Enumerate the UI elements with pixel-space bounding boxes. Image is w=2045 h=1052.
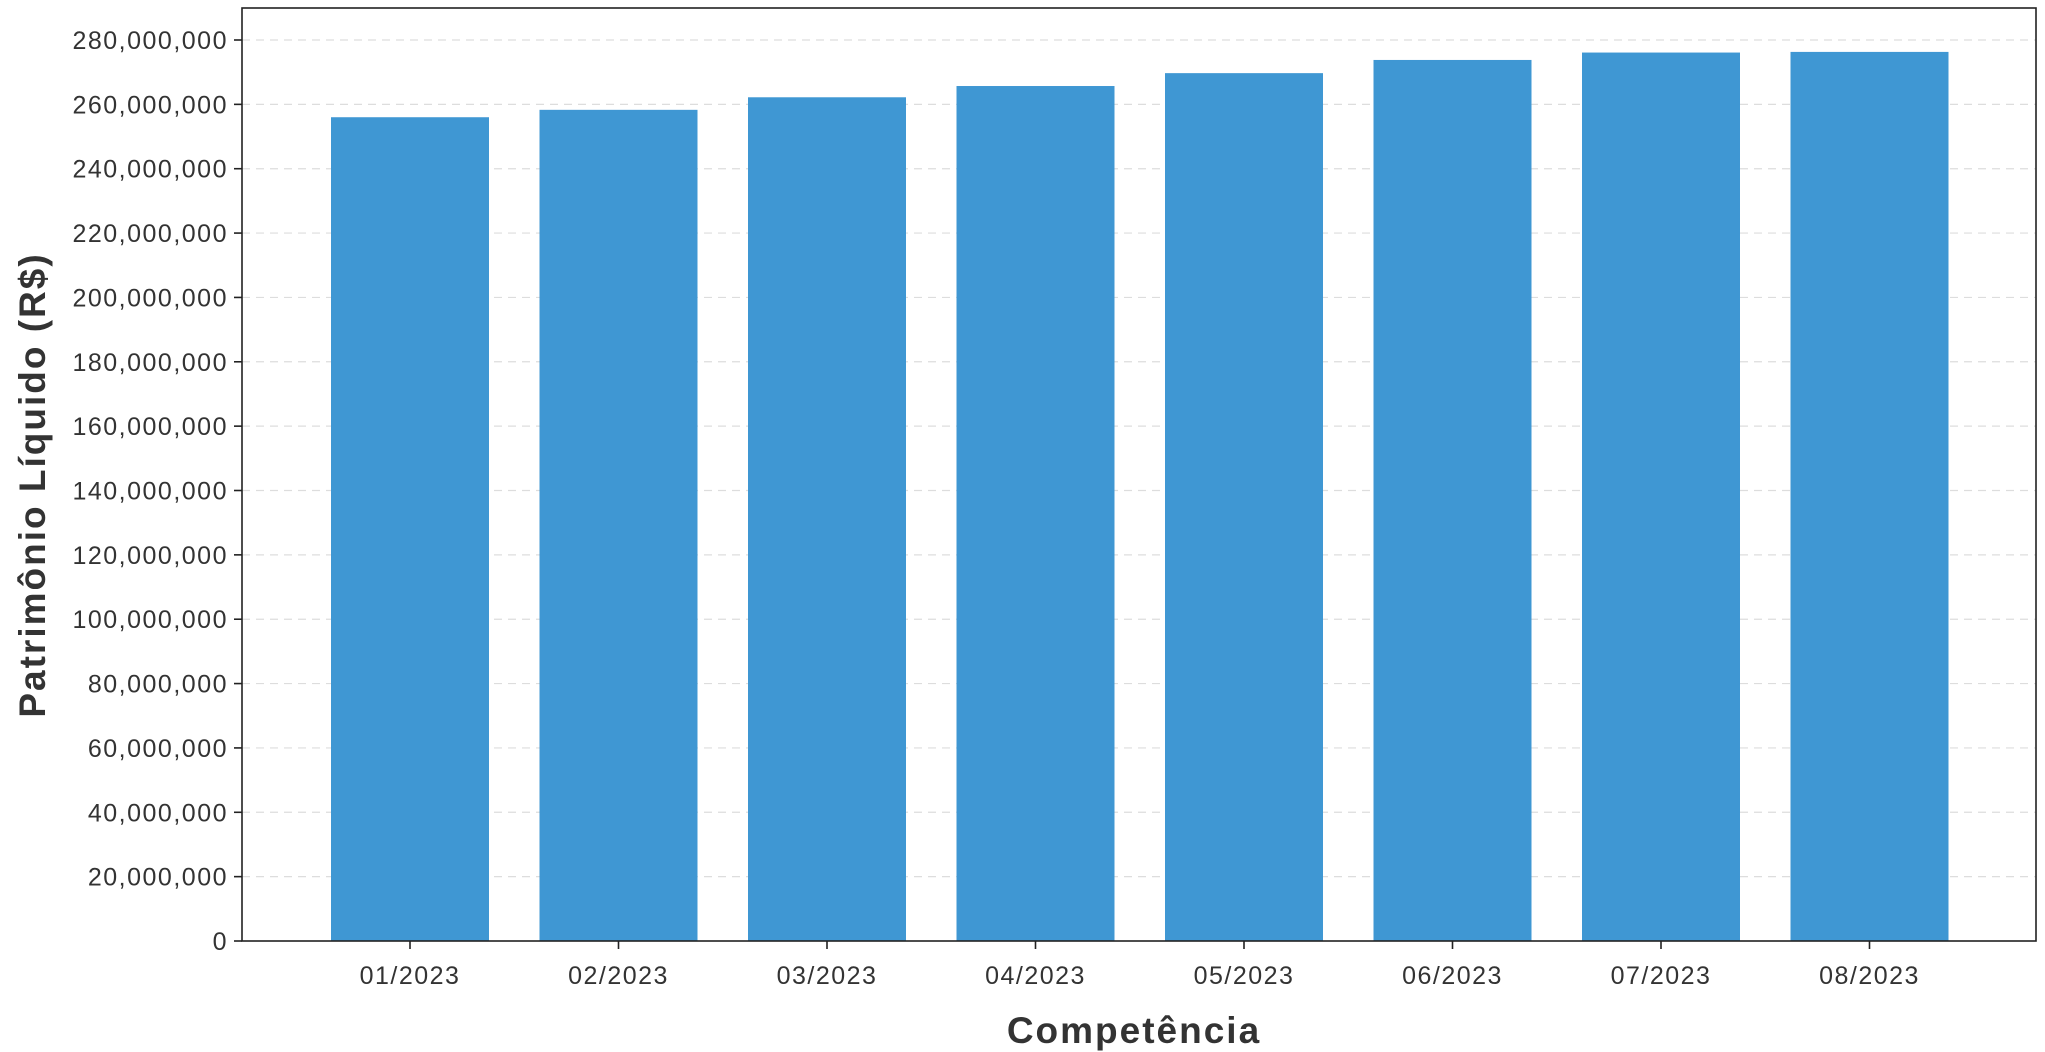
grid-lines	[242, 39, 2036, 878]
y-tick-label: 280,000,000	[72, 27, 228, 55]
y-tick-label: 100,000,000	[72, 606, 228, 634]
y-tick-label: 200,000,000	[72, 284, 228, 312]
y-tick-label: 20,000,000	[88, 864, 228, 892]
bar-07-2023	[1582, 52, 1740, 942]
y-axis-ticks: 0 20,000,000 40,000,000 60,000,000 80,000,00…	[72, 27, 242, 956]
x-tick-label: 06/2023	[1402, 962, 1503, 990]
x-tick-label: 05/2023	[1194, 962, 1295, 990]
y-tick-label: 80,000,000	[88, 671, 228, 699]
x-tick-label: 08/2023	[1819, 962, 1920, 990]
x-axis-title: Competência	[1007, 1010, 1261, 1051]
x-tick-label: 04/2023	[985, 962, 1086, 990]
y-tick-label: 120,000,000	[72, 542, 228, 570]
x-tick-label: 02/2023	[568, 962, 669, 990]
x-tick-label: 07/2023	[1611, 962, 1712, 990]
y-tick-label: 40,000,000	[88, 799, 228, 827]
bar-01-2023	[331, 117, 489, 941]
y-tick-label: 220,000,000	[72, 220, 228, 248]
x-tick-label: 01/2023	[360, 962, 461, 990]
bar-02-2023	[539, 109, 698, 941]
bar-08-2023	[1790, 51, 1949, 942]
bar-05-2023	[1165, 73, 1323, 942]
bar-03-2023	[748, 97, 906, 942]
bar-06-2023	[1373, 59, 1532, 942]
y-tick-label: 160,000,000	[72, 413, 228, 441]
y-tick-label: 180,000,000	[72, 349, 228, 377]
y-axis-title: Patrimônio Líquido (R$)	[12, 252, 53, 717]
plot-area-frame	[241, 7, 2037, 942]
y-tick-label: 60,000,000	[88, 735, 228, 763]
x-axis-ticks: 01/2023 02/2023 03/2023 04/2023 05/2023 06/20…	[360, 941, 1920, 990]
bar-04-2023	[956, 86, 1115, 941]
y-tick-label: 240,000,000	[72, 156, 228, 184]
bar-series	[331, 51, 1949, 942]
y-tick-label: 260,000,000	[72, 91, 228, 119]
y-tick-label: 0	[213, 928, 228, 956]
y-tick-label: 140,000,000	[72, 478, 228, 506]
x-tick-label: 03/2023	[777, 962, 878, 990]
